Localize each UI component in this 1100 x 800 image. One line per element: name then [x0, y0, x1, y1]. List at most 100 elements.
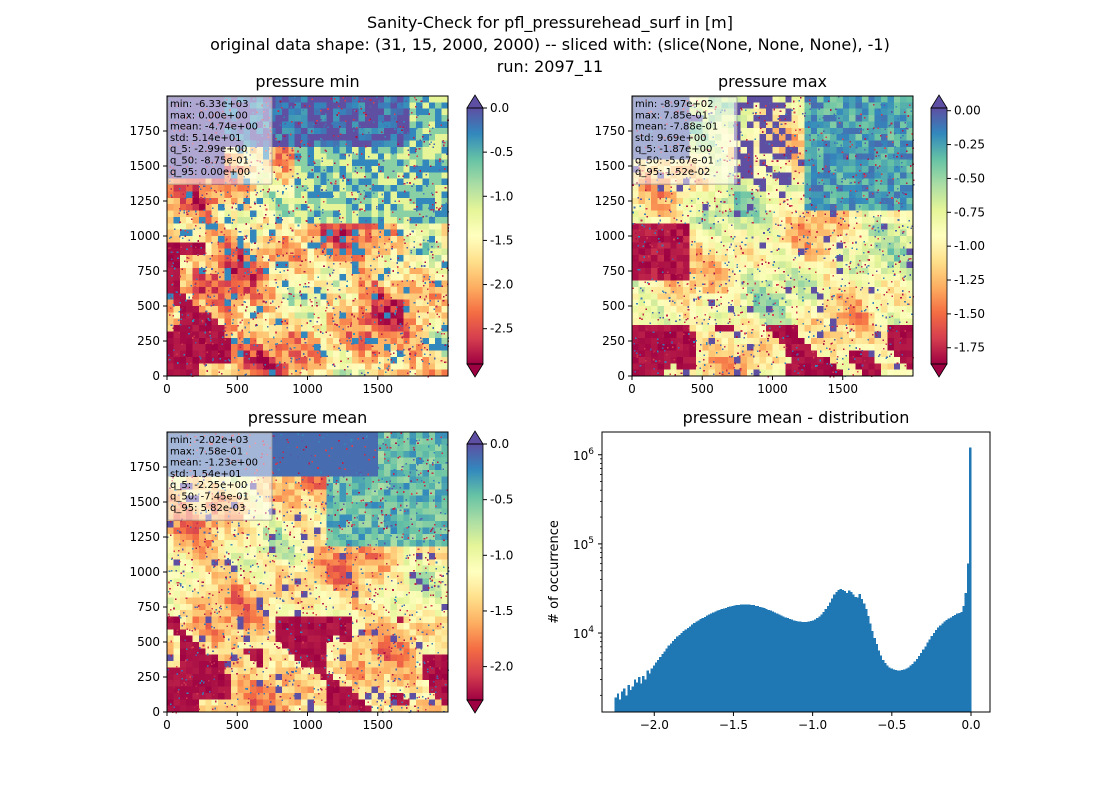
panel-1-cell: [275, 96, 283, 103]
panel-1-cell: [230, 267, 238, 275]
panel-1-speckle: [404, 173, 407, 176]
panel-1-speckle: [422, 135, 424, 138]
panel-2-cell: [868, 255, 876, 263]
panel-1-cell: [422, 153, 430, 161]
panel-1-cell: [211, 331, 219, 339]
panel-1-cell: [371, 127, 379, 135]
panel-1-cell: [301, 369, 309, 377]
panel-2-cell: [849, 96, 857, 103]
panel-1-cell: [313, 236, 321, 243]
panel-1-speckle: [359, 277, 362, 280]
panel-1-cell: [339, 248, 347, 256]
panel-1-cell: [409, 115, 417, 123]
panel-1-cell: [307, 356, 315, 364]
panel-1-cell: [211, 350, 219, 358]
panel-2-cell: [644, 255, 652, 263]
panel-1-cell: [250, 306, 258, 313]
panel-1-speckle: [239, 346, 242, 349]
panel-1-cell: [173, 356, 181, 364]
panel-1-speckle: [446, 153, 448, 155]
panel-1-speckle: [425, 173, 427, 176]
panel-1-speckle: [170, 236, 172, 239]
panel-1-cell: [441, 261, 449, 269]
panel-1-speckle: [421, 342, 424, 345]
panel-1-speckle: [375, 149, 378, 151]
panel-2-cell: [727, 293, 735, 301]
panel-1-speckle: [205, 310, 208, 312]
panel-2-cell: [651, 267, 659, 275]
panel-1-cell: [403, 274, 411, 282]
panel-1-cell: [422, 216, 430, 224]
panel-1-cell: [422, 248, 430, 256]
panel-2-cell: [817, 159, 825, 167]
panel-1-cell: [441, 363, 449, 371]
panel-1-speckle: [426, 185, 428, 188]
panel-1-cell: [211, 325, 219, 333]
panel-1-cell: [288, 134, 296, 142]
panel-1-cell: [313, 369, 321, 377]
panel-1-speckle: [190, 373, 193, 376]
panel-1-speckle: [210, 304, 213, 307]
panel-2-cell: [900, 140, 908, 148]
panel-2-cell: [881, 286, 889, 294]
panel-1-cell: [230, 363, 238, 371]
panel-1-cell: [435, 178, 443, 186]
panel-1-speckle: [244, 235, 247, 238]
panel-1-speckle: [171, 284, 174, 286]
panel-1-colorbar-tick-label: -1.5: [490, 233, 513, 247]
panel-1-speckle: [342, 179, 344, 182]
panel-1-cell: [428, 369, 436, 377]
panel-2-cell: [657, 197, 665, 205]
panel-1-cell: [339, 146, 347, 154]
panel-2-cell: [753, 267, 761, 275]
panel-1-speckle: [306, 322, 309, 324]
panel-2-cell: [695, 274, 703, 282]
panel-1-cell: [269, 210, 277, 218]
panel-1-cell: [237, 236, 245, 243]
panel-1-speckle: [327, 302, 330, 304]
panel-1-speckle: [430, 216, 432, 218]
panel-1-cell: [237, 255, 245, 263]
panel-1-cell: [377, 146, 385, 154]
panel-1-cell: [358, 178, 366, 186]
panel-1-speckle: [359, 336, 362, 338]
panel-1-speckle: [322, 332, 324, 335]
panel-1-speckle: [434, 294, 437, 297]
panel-1-cell: [237, 312, 245, 320]
panel-1-speckle: [262, 189, 265, 191]
panel-1-speckle: [356, 171, 358, 174]
panel-2-cell: [651, 261, 659, 269]
panel-1-cell: [377, 127, 385, 135]
panel-1-speckle: [436, 271, 439, 273]
panel-1-cell: [301, 146, 309, 154]
panel-1-cell: [428, 293, 436, 301]
panel-2-cell: [753, 280, 761, 288]
panel-1-cell: [435, 185, 443, 193]
panel-1-speckle: [344, 153, 347, 156]
panel-1-cell: [288, 242, 296, 250]
panel-1-cell: [192, 236, 200, 243]
panel-2-cell: [893, 172, 901, 180]
panel-1-speckle: [239, 209, 241, 211]
panel-1-speckle: [402, 307, 404, 310]
panel-2-cell: [632, 197, 639, 205]
panel-1-cell: [205, 306, 213, 313]
panel-1-cell: [371, 242, 379, 250]
panel-1-cell: [441, 223, 449, 231]
panel-1-speckle: [204, 197, 206, 199]
panel-1-cell: [352, 312, 360, 320]
panel-1-speckle: [239, 321, 242, 324]
panel-1-cell: [384, 242, 392, 250]
panel-1-speckle: [347, 326, 349, 328]
panel-2-cell: [734, 274, 742, 282]
panel-1-cell: [416, 96, 424, 103]
panel-1-cell: [256, 191, 264, 199]
panel-1-speckle: [313, 313, 316, 316]
panel-1-cell: [230, 236, 238, 243]
panel-2-cell: [893, 140, 901, 148]
panel-2-cell: [670, 286, 678, 294]
panel-1-speckle: [409, 353, 411, 355]
panel-1-cell: [269, 216, 277, 224]
panel-1-speckle: [411, 367, 414, 369]
panel-1-cell: [281, 274, 289, 282]
